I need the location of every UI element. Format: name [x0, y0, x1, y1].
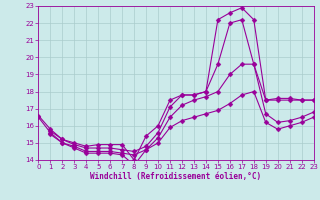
X-axis label: Windchill (Refroidissement éolien,°C): Windchill (Refroidissement éolien,°C) [91, 172, 261, 181]
